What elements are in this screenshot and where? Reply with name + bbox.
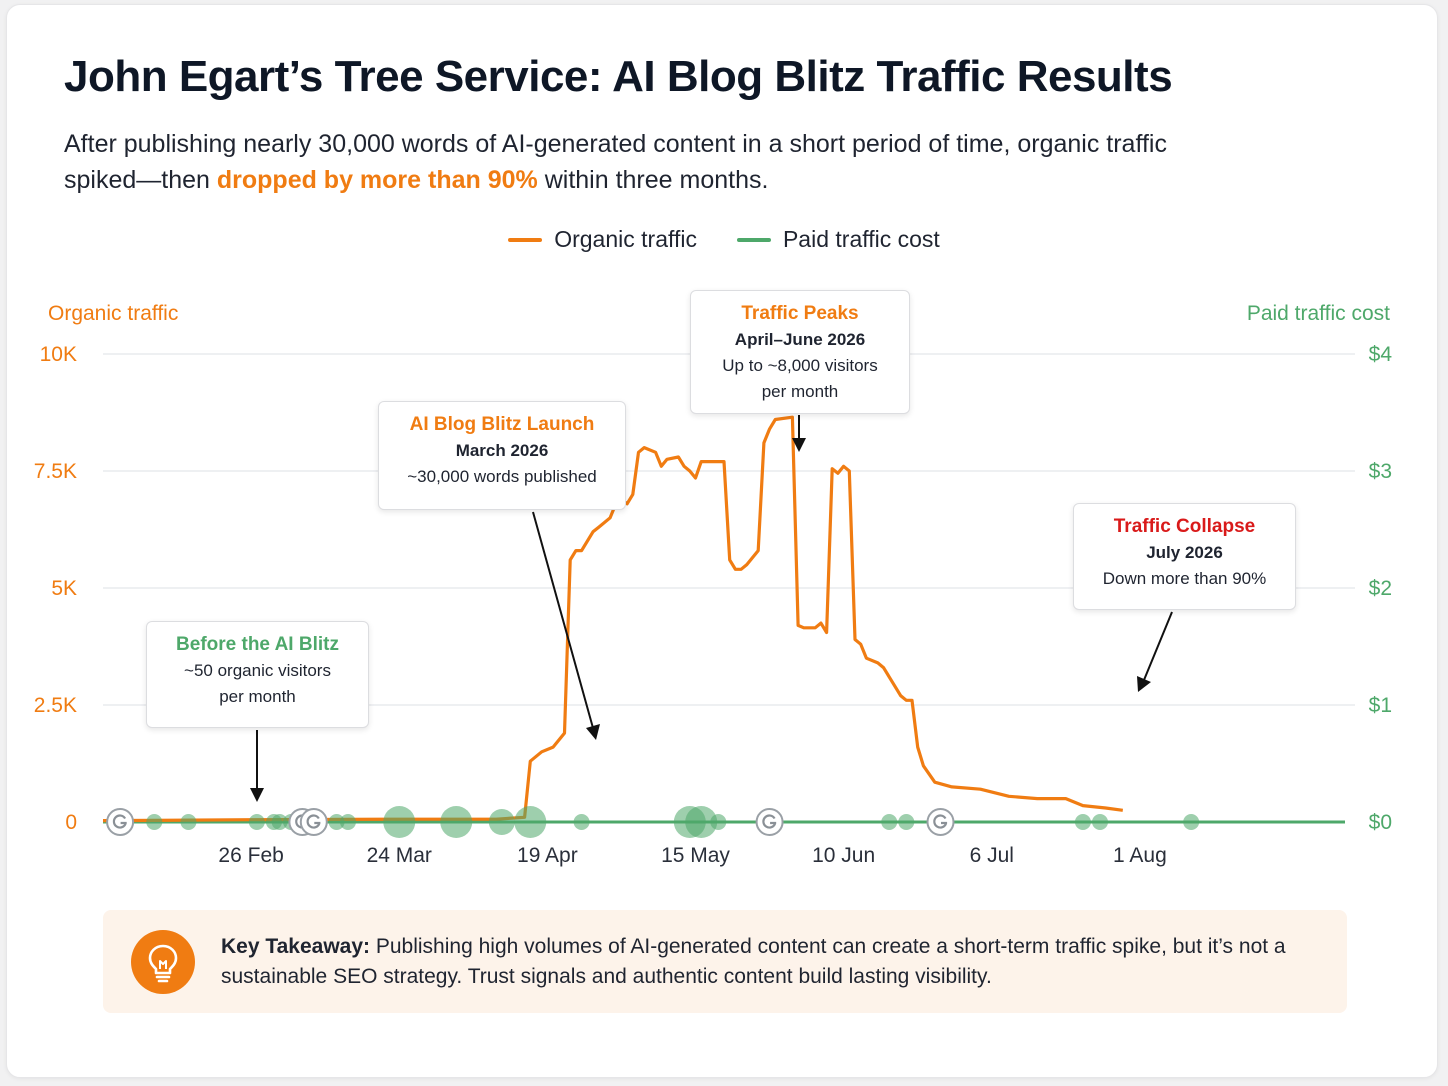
arrow-head-launch — [586, 724, 600, 740]
annotation-before-blitz: Before the AI Blitz ~50 organic visitors… — [146, 621, 369, 728]
organic-traffic-line — [102, 415, 1124, 823]
event-dot — [1074, 814, 1091, 830]
annotation-line: Down more than 90% — [1102, 569, 1267, 588]
event-dots — [112, 806, 1200, 838]
event-dot — [710, 814, 727, 830]
arrow-head-collapse — [1137, 676, 1151, 692]
annotation-line: ~50 organic visitors — [184, 661, 331, 680]
key-takeaway-box: Key Takeaway: Publishing high volumes of… — [103, 910, 1347, 1013]
x-tick-label: 24 Mar — [367, 844, 432, 867]
annotation-blitz-launch: AI Blog Blitz Launch March 2026 ~30,000 … — [378, 401, 626, 510]
annotation-date: March 2026 — [455, 441, 549, 460]
google-update-markers — [106, 808, 955, 836]
event-dot — [1092, 814, 1109, 830]
left-axis-title: Organic traffic — [48, 302, 178, 325]
legend-swatch-organic — [508, 237, 543, 242]
event-dot — [440, 806, 473, 838]
left-axis-ticks: 0 2.5K 5K 7.5K 10K — [34, 343, 77, 834]
arrow-collapse — [1143, 611, 1173, 681]
right-tick-label: $0 — [1369, 811, 1392, 834]
left-tick-label: 2.5K — [34, 694, 77, 717]
organic-series — [102, 415, 1124, 823]
event-dot — [328, 814, 345, 830]
annotation-traffic-peaks: Traffic Peaks April–June 2026 Up to ~8,0… — [690, 290, 910, 414]
event-dot — [514, 806, 547, 838]
annotation-title: Traffic Peaks — [741, 303, 859, 324]
right-axis-ticks: $0 $1 $2 $3 $4 — [1369, 343, 1393, 834]
right-tick-label: $3 — [1369, 460, 1392, 483]
x-tick-label: 26 Feb — [218, 844, 283, 867]
event-dot — [146, 814, 163, 830]
annotation-line: per month — [761, 382, 839, 401]
left-tick-label: 0 — [65, 811, 77, 834]
annotation-line: per month — [219, 687, 296, 706]
left-tick-label: 7.5K — [34, 460, 77, 483]
event-dot — [271, 814, 288, 830]
subtitle: After publishing nearly 30,000 words of … — [64, 126, 1184, 198]
annotation-date: July 2026 — [1146, 543, 1223, 562]
annotation-arrows — [250, 415, 1173, 802]
subtitle-highlight: dropped by more than 90% — [216, 166, 538, 194]
google-g-glyph — [306, 814, 321, 829]
google-update-icon — [106, 808, 135, 836]
subtitle-text-end: within three months. — [537, 166, 769, 194]
google-g-glyph — [762, 814, 777, 829]
legend-item-organic[interactable]: Organic traffic — [508, 226, 697, 253]
google-g-glyph — [112, 814, 127, 829]
legend-label-paid: Paid traffic cost — [782, 226, 940, 252]
legend-item-paid[interactable]: Paid traffic cost — [736, 226, 940, 253]
event-dot — [1183, 814, 1200, 830]
event-dot — [685, 806, 718, 838]
x-tick-label: 6 Jul — [970, 844, 1014, 867]
annotation-traffic-collapse: Traffic Collapse July 2026 Down more tha… — [1073, 503, 1296, 610]
google-update-icon — [755, 808, 784, 836]
annotation-title: Traffic Collapse — [1113, 516, 1256, 537]
page-title: John Egart’s Tree Service: AI Blog Blitz… — [64, 52, 1173, 101]
legend: Organic traffic Paid traffic cost — [0, 226, 1448, 253]
right-tick-label: $1 — [1369, 694, 1392, 717]
takeaway-label: Key Takeaway: — [221, 935, 371, 958]
event-dot — [383, 806, 416, 838]
annotation-date: April–June 2026 — [734, 330, 866, 349]
takeaway-text: Key Takeaway: Publishing high volumes of… — [221, 932, 1321, 992]
arrow-head-before — [250, 788, 264, 802]
google-update-icon — [299, 808, 328, 836]
annotation-title: AI Blog Blitz Launch — [409, 414, 595, 435]
event-dot — [898, 814, 915, 830]
google-update-icon — [926, 808, 955, 836]
lightbulb-icon — [131, 930, 195, 994]
x-tick-label: 1 Aug — [1113, 844, 1167, 867]
x-tick-label: 19 Apr — [517, 844, 578, 867]
takeaway-body: Publishing high volumes of AI-generated … — [221, 935, 1286, 988]
arrow-launch — [532, 511, 594, 729]
event-dot — [180, 814, 197, 830]
x-axis-ticks: 26 Feb 24 Mar 19 Apr 15 May 10 Jun 6 Jul 1 Aug — [218, 844, 1166, 867]
event-dot — [573, 814, 590, 830]
legend-swatch-paid — [736, 237, 771, 242]
annotation-line: ~30,000 words published — [407, 467, 597, 486]
google-g-glyph — [933, 814, 948, 829]
subtitle-text: After publishing nearly 30,000 words of … — [64, 130, 1167, 194]
left-tick-label: 5K — [51, 577, 77, 600]
right-tick-label: $4 — [1369, 343, 1393, 366]
right-axis-title: Paid traffic cost — [1247, 302, 1390, 325]
left-tick-label: 10K — [40, 343, 77, 366]
event-dot — [248, 814, 265, 830]
x-tick-label: 10 Jun — [812, 844, 875, 867]
event-dot — [488, 809, 515, 835]
annotation-line: Up to ~8,000 visitors — [722, 356, 878, 375]
x-tick-label: 15 May — [661, 844, 730, 867]
event-dot — [339, 814, 356, 830]
event-dot — [881, 814, 898, 830]
arrow-head-peak — [792, 438, 806, 452]
annotation-title: Before the AI Blitz — [176, 634, 339, 655]
right-tick-label: $2 — [1369, 577, 1392, 600]
legend-label-organic: Organic traffic — [554, 226, 697, 252]
